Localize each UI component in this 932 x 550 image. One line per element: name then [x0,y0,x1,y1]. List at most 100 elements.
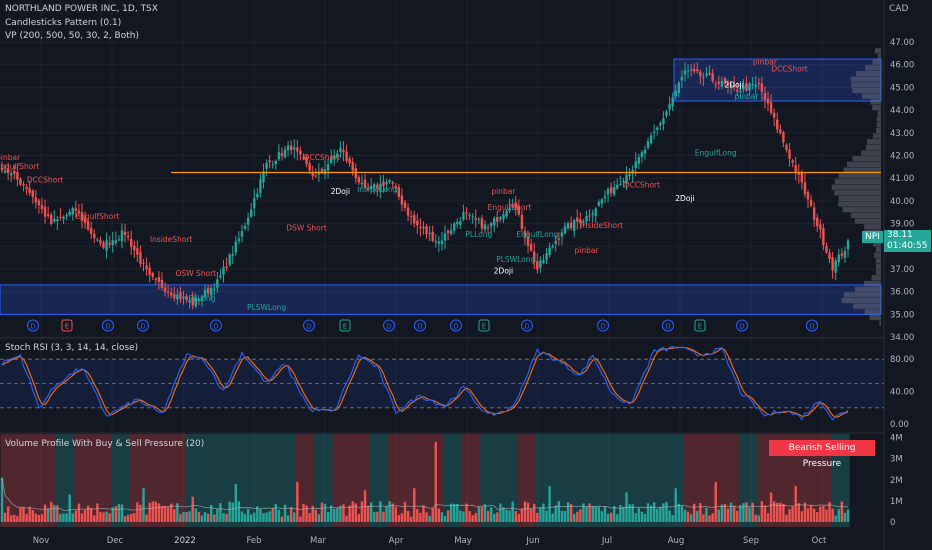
pattern-label: pinbar [491,187,516,196]
candle-body [486,227,490,229]
volume-profile [831,48,881,326]
price-tick-label: 37.00 [890,265,914,275]
vp-bar [874,48,881,54]
volume-bar [65,513,68,522]
volume-bar [437,508,441,522]
candle-body [43,206,47,217]
candle-body [708,72,711,75]
candle-body [520,215,524,229]
candle-body [123,231,127,235]
candle-body [677,82,680,93]
candle-body [508,207,511,211]
volume-bar [228,501,231,522]
volume-bar [19,507,22,522]
volume-bar [468,511,471,522]
candle-body [308,163,311,171]
pattern-label: pinbar [574,246,599,255]
candle-body [471,216,474,218]
candle-body [397,186,401,197]
candle-body [723,78,727,84]
candle-body [136,248,139,255]
candle-body [71,208,74,215]
price-tick-label: 39.00 [890,220,914,230]
volume-bar [311,505,314,522]
pressure-background [738,434,758,527]
vp-bar [843,167,881,173]
candle-body [96,239,99,241]
volume-bar [185,512,188,522]
time-tick-label: Jun [525,536,539,546]
volume-bar [686,511,690,522]
indicator-legend-candlesticks[interactable]: Candlesticks Pattern (0.1) [5,18,122,28]
volume-bar [222,513,225,522]
volume-bar [53,504,56,522]
volume-bar [249,514,253,522]
earnings-marker [61,319,73,332]
candle-body [591,213,594,215]
candle-body [268,160,271,163]
stoch-rsi-title[interactable]: Stoch RSI (3, 3, 14, 14, close) [5,343,139,353]
candle-body [336,153,339,158]
volume-bar [379,501,382,522]
candle-body [554,240,557,245]
volume-bar [603,506,607,522]
vp-bar [852,87,881,94]
volume-bar [111,507,114,522]
time-tick-label: Sep [743,536,759,546]
volume-panel-title[interactable]: Volume Profile With Buy & Sell Pressure … [5,439,205,449]
last-price-value: 38.11 [887,230,913,240]
pressure-background [332,434,352,527]
candle-body [705,73,708,76]
candle-body [548,247,551,256]
volume-bar [422,505,425,522]
volume-bar [573,513,576,522]
volume-bar [280,516,284,522]
volume-bar [102,512,105,522]
volume-bar [431,508,434,522]
volume-bar [843,512,847,522]
volume-bar [646,503,650,522]
volume-bar [563,510,567,522]
candle-body [22,184,25,186]
candle-body [222,266,225,275]
earnings-marker [478,319,490,332]
volume-bar [176,503,179,522]
candle-body [139,251,142,264]
time-tick-label: Jul [601,536,612,546]
candle-body [551,245,554,248]
candle-body [689,69,693,71]
vp-bar [861,93,881,99]
dividend-marker [383,319,395,332]
volume-bar [486,511,490,522]
candle-body [665,111,668,116]
vp-bar [872,59,881,65]
volume-bar [403,501,407,522]
volume-bar [286,515,290,522]
volume-bar [320,502,324,522]
vp-bar [875,258,881,264]
candle-body [831,257,834,271]
volume-bar [689,514,693,522]
candle-body [50,214,53,224]
candle-body [659,123,662,126]
earnings-marker-letter: E [698,323,702,331]
time-tick-label: Apr [389,536,404,546]
volume-bar [594,506,597,522]
candle-body [782,132,785,143]
volume-bar [456,503,459,522]
candle-body [394,185,397,188]
dividend-marker-letter: D [213,323,218,331]
volume-bar [659,506,662,522]
volume-bar [449,503,453,522]
candle-body [373,184,376,188]
volume-bar [548,486,551,522]
candle-body [416,220,419,226]
pressure-background [591,434,610,527]
candle-body [800,172,804,183]
indicator-legend-vp[interactable]: VP (200, 500, 50, 30, 2, Both) [5,31,139,41]
candle-body [163,287,167,292]
volume-bar [360,501,364,522]
volume-bar [471,515,474,522]
volume-bar [726,508,730,522]
